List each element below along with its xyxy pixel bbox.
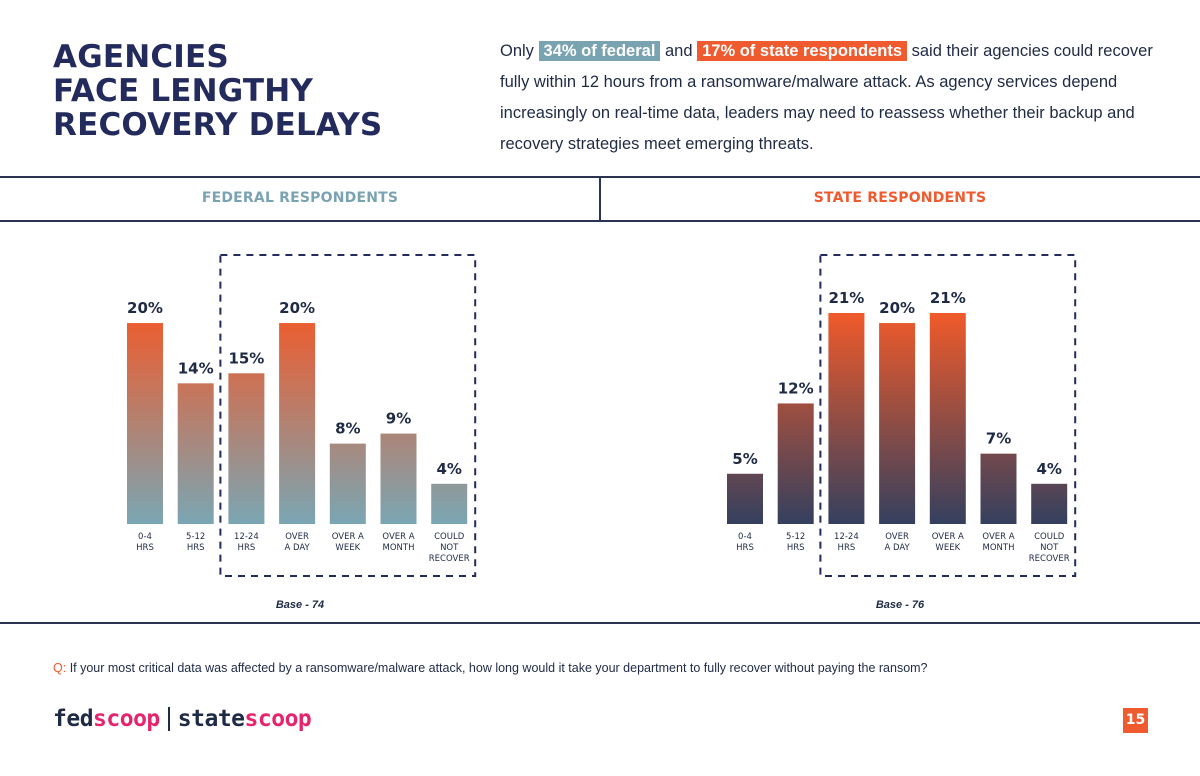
bar-value-label: 20% <box>279 299 315 317</box>
page-number: 15 <box>1123 708 1148 733</box>
state-highlight: 17% of state respondents <box>697 41 908 61</box>
bar <box>279 323 316 524</box>
brand-logo: fed scoop state scoop <box>53 704 312 734</box>
divider-bottom <box>0 622 1200 624</box>
bar <box>879 323 916 524</box>
category-label: OVER A DAY <box>884 532 910 553</box>
bar-value-label: 12% <box>778 379 814 397</box>
federal-panel-header: FEDERAL RESPONDENTS <box>201 190 399 206</box>
bar-value-label: 4% <box>1036 460 1061 478</box>
category-label: 5-12 HRS <box>186 532 205 553</box>
title-line: RECOVERY DELAYS <box>53 107 383 143</box>
logo-scoop-part: scoop <box>244 706 312 732</box>
question-text: If your most critical data was affected … <box>69 661 928 675</box>
logo-state-part: state <box>177 706 245 732</box>
state-bar-chart: 5% 0-4 HRS 12% 5-12 HRS 21% 12-24 HRS 20% OVER A DA… <box>727 254 1077 611</box>
question-prefix: Q: <box>53 661 67 675</box>
category-label: 0-4 HRS <box>736 532 754 553</box>
bar-value-label: 8% <box>335 420 360 438</box>
bar <box>727 473 763 524</box>
highlight-dashed-box <box>819 254 1077 577</box>
category-label: OVER A DAY <box>284 532 310 553</box>
title-line: FACE LENGTHY <box>53 73 314 109</box>
bar <box>380 433 417 524</box>
bar-value-label: 21% <box>828 289 864 307</box>
survey-question: Q: If your most critical data was affect… <box>53 661 1153 675</box>
state-panel-header: STATE RESPONDENTS <box>813 190 987 206</box>
bar-value-label: 21% <box>930 289 966 307</box>
bar-value-label: 4% <box>436 460 461 478</box>
divider-vertical <box>599 177 601 221</box>
category-label: 12-24 HRS <box>834 532 859 553</box>
intro-before: Only <box>500 42 534 60</box>
bar <box>929 313 966 524</box>
bar <box>1031 483 1068 524</box>
bar <box>828 313 865 524</box>
bar-value-label: 9% <box>386 410 411 428</box>
bar-value-label: 20% <box>879 299 915 317</box>
category-label: OVER A MONTH <box>982 532 1014 553</box>
title-line: AGENCIES <box>53 39 229 75</box>
category-label: OVER A WEEK <box>932 532 964 553</box>
bar-value-label: 14% <box>178 359 214 377</box>
bar <box>329 443 366 524</box>
bar <box>177 383 214 524</box>
bar <box>980 453 1017 524</box>
category-label: COULD NOT RECOVER <box>429 532 470 564</box>
category-label: 12-24 HRS <box>234 532 259 553</box>
bar-value-label: 5% <box>732 450 757 468</box>
category-label: 0-4 HRS <box>136 532 154 553</box>
intro-after: said their agencies could recover fully … <box>500 42 1153 153</box>
bar <box>431 483 468 524</box>
logo-separator <box>167 707 170 731</box>
bar-value-label: 20% <box>127 299 163 317</box>
highlight-dashed-box <box>219 254 477 577</box>
category-label: 5-12 HRS <box>786 532 805 553</box>
category-label: OVER A MONTH <box>382 532 414 553</box>
bar-value-label: 7% <box>986 430 1011 448</box>
category-label: OVER A WEEK <box>332 532 364 553</box>
federal-bar-chart: 20% 0-4 HRS 14% 5-12 HRS 15% 12-24 HRS 20% OVER A D… <box>127 254 477 611</box>
category-label: COULD NOT RECOVER <box>1029 532 1070 564</box>
logo-fed-part: fed <box>53 706 94 732</box>
page-title: AGENCIES FACE LENGTHY RECOVERY DELAYS <box>53 40 413 142</box>
divider-header <box>0 220 1200 222</box>
logo-scoop-part: scoop <box>93 706 160 732</box>
bar <box>777 403 814 524</box>
federal-highlight: 34% of federal <box>538 41 661 61</box>
bar <box>228 373 265 524</box>
intro-paragraph: Only 34% of federal and 17% of state res… <box>500 36 1160 160</box>
bar <box>127 323 163 524</box>
base-label: Base - 76 <box>876 599 925 611</box>
base-label: Base - 74 <box>276 599 324 611</box>
intro-middle: and <box>665 42 693 60</box>
bar-value-label: 15% <box>228 349 264 367</box>
